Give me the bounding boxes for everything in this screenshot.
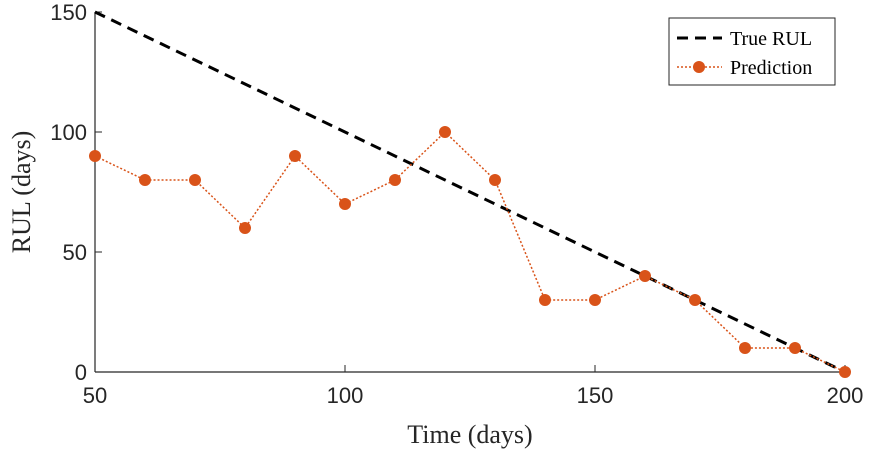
y-tick-label: 0 (75, 360, 87, 385)
prediction-point (89, 150, 101, 162)
x-axis-title: Time (days) (407, 420, 532, 449)
y-tick-label: 150 (50, 0, 87, 25)
prediction-point (439, 126, 451, 138)
prediction-point (489, 174, 501, 186)
plot-series (89, 10, 851, 378)
prediction-point (539, 294, 551, 306)
x-tick-label: 100 (327, 383, 364, 408)
prediction-line (94, 130, 846, 373)
x-tick-label: 200 (827, 383, 864, 408)
legend-prediction-label: Prediction (730, 57, 812, 79)
legend: True RUL Prediction (668, 17, 836, 86)
y-axis-title: RUL (days) (7, 131, 36, 254)
x-tick-label: 150 (577, 383, 614, 408)
y-tick-label: 50 (63, 240, 87, 265)
prediction-point (689, 294, 701, 306)
prediction-point (739, 342, 751, 354)
prediction-point (789, 342, 801, 354)
prediction-point (389, 174, 401, 186)
prediction-point (289, 150, 301, 162)
x-tick-label: 50 (83, 383, 107, 408)
legend-true-rul-label: True RUL (730, 28, 812, 50)
true-rul-line (94, 10, 846, 374)
prediction-point (339, 198, 351, 210)
prediction-point (139, 174, 151, 186)
legend-box (668, 17, 836, 86)
prediction-point (839, 366, 851, 378)
y-tick-label: 100 (50, 120, 87, 145)
legend-prediction-marker (693, 61, 705, 73)
prediction-point (589, 294, 601, 306)
prediction-point (189, 174, 201, 186)
prediction-point (239, 222, 251, 234)
prediction-point (639, 270, 651, 282)
